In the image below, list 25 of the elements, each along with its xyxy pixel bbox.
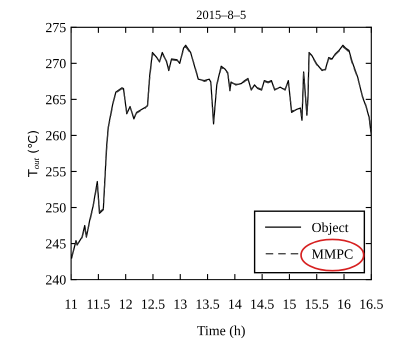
x-tick-label: 14 [229, 300, 242, 309]
x-tick-label: 12 [120, 300, 132, 309]
x-tick-label: 15 [284, 300, 296, 309]
x-tick-label: 14.5 [251, 300, 274, 309]
y-tick-label: 245 [46, 239, 66, 249]
x-tick-label: 13 [174, 300, 187, 309]
y-tick-label: 255 [46, 167, 66, 176]
y-tick-label: 240 [46, 275, 66, 285]
y-tick-label: 275 [46, 22, 66, 32]
legend-label: MMPC [312, 249, 352, 259]
x-tick-label: 15.5 [306, 300, 328, 309]
y-tick-label: 260 [46, 131, 66, 140]
x-tick-label: 12.5 [142, 300, 165, 309]
x-tick-label: 11 [66, 300, 77, 309]
y-tick-label: 250 [46, 203, 66, 212]
x-tick-label: 13.5 [196, 300, 220, 309]
chart-title: 2015–8–5 [196, 10, 246, 20]
x-tick-label: 16.5 [360, 300, 383, 309]
x-tick-label: 16 [338, 300, 351, 309]
y-axis-title: T$_{out}$ (℃) [28, 131, 40, 177]
x-axis-title: Time (h) [197, 326, 245, 338]
y-tick-label: 265 [46, 95, 66, 104]
y-tick-label: 270 [46, 58, 66, 68]
x-tick-label: 11.5 [88, 300, 110, 309]
legend-label: Object [312, 222, 348, 235]
